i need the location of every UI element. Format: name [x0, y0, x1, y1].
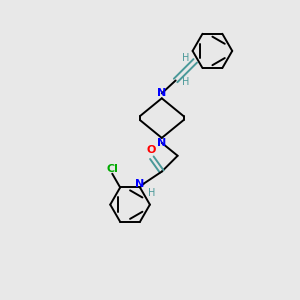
Text: N: N: [135, 179, 145, 190]
Text: O: O: [146, 145, 156, 155]
Text: H: H: [182, 53, 189, 63]
Text: H: H: [148, 188, 156, 198]
Text: Cl: Cl: [106, 164, 118, 174]
Text: N: N: [157, 88, 167, 98]
Text: H: H: [182, 77, 189, 87]
Text: N: N: [157, 138, 167, 148]
